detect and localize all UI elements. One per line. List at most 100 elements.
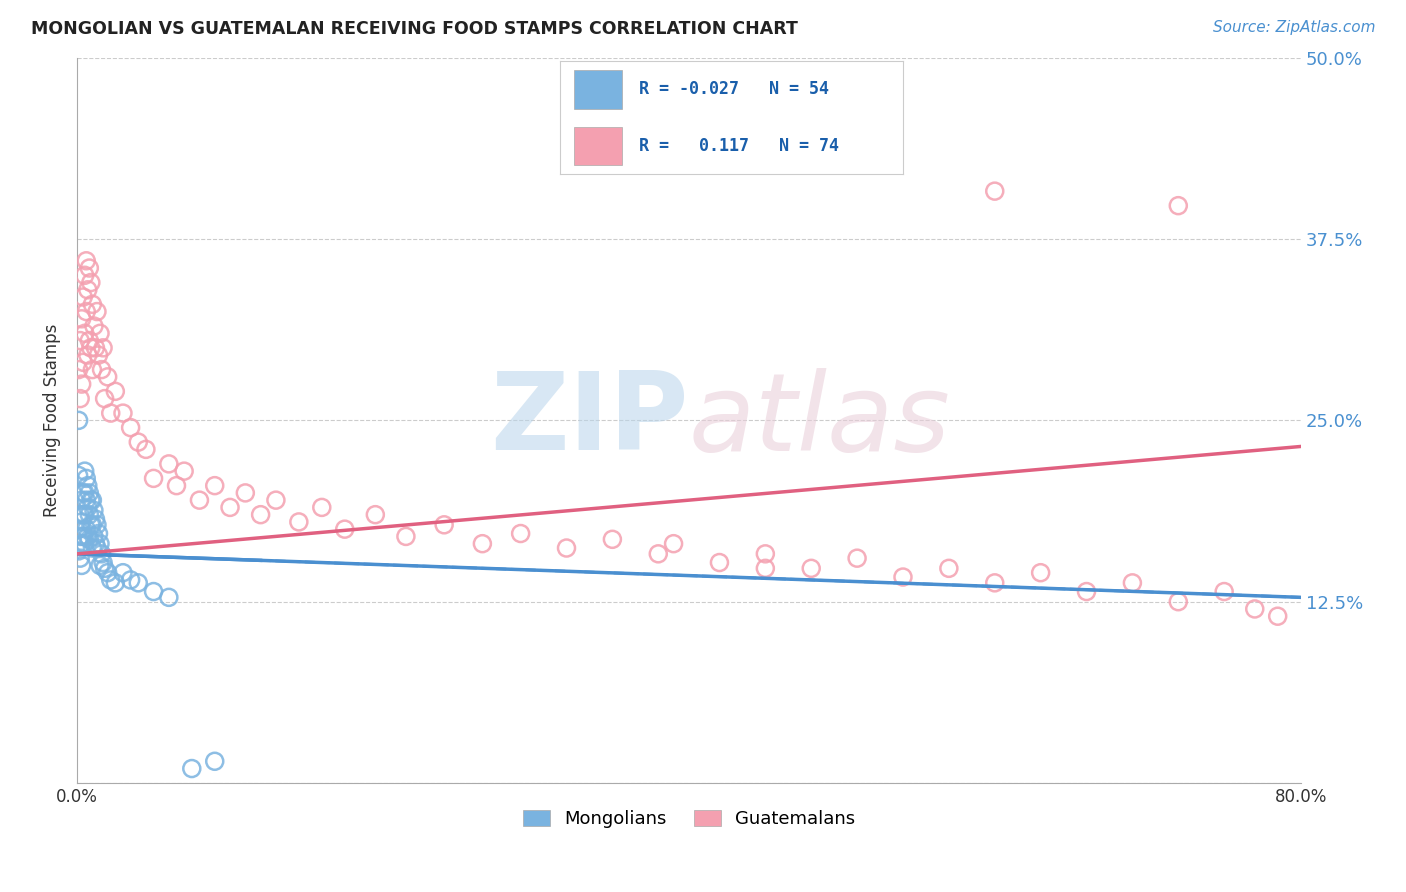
Point: [938, 561, 960, 575]
Point: [79, 533, 101, 547]
Point: [70, 377, 93, 392]
Point: [984, 184, 1007, 198]
Point: [91, 556, 114, 570]
Point: [157, 591, 180, 605]
Point: [395, 529, 418, 543]
Point: [1167, 199, 1189, 213]
Point: [70, 311, 93, 326]
Point: [89, 558, 111, 573]
Point: [72, 508, 94, 522]
Point: [264, 493, 287, 508]
Point: [82, 517, 104, 532]
Point: [142, 584, 165, 599]
Point: [127, 575, 149, 590]
Point: [1121, 575, 1143, 590]
Point: [364, 508, 387, 522]
Point: [333, 522, 356, 536]
Point: [76, 529, 98, 543]
Point: [75, 471, 97, 485]
Point: [67, 468, 90, 483]
Point: [75, 493, 97, 508]
Point: [73, 268, 96, 283]
Point: [73, 326, 96, 341]
Point: [1076, 584, 1098, 599]
Point: [891, 570, 914, 584]
Point: [89, 326, 111, 341]
Point: [76, 500, 98, 515]
Point: [800, 561, 823, 575]
Point: [83, 503, 105, 517]
Legend: Mongolians, Guatemalans: Mongolians, Guatemalans: [516, 803, 862, 836]
Point: [82, 541, 104, 555]
Point: [69, 551, 91, 566]
Point: [69, 334, 91, 348]
Point: [73, 537, 96, 551]
Point: [846, 551, 869, 566]
Point: [233, 486, 256, 500]
Point: [89, 537, 111, 551]
Point: [79, 260, 101, 275]
Point: [75, 253, 97, 268]
Point: [80, 276, 103, 290]
Point: [76, 348, 98, 362]
Point: [509, 526, 531, 541]
Point: [433, 517, 456, 532]
Point: [709, 556, 731, 570]
Point: [188, 493, 211, 508]
Point: [180, 762, 202, 776]
Point: [67, 522, 90, 536]
Point: [471, 537, 494, 551]
Point: [111, 566, 134, 580]
Point: [67, 413, 90, 427]
Point: [173, 464, 195, 478]
Point: [75, 304, 97, 318]
Point: [72, 529, 94, 543]
Point: [157, 457, 180, 471]
Point: [120, 420, 142, 434]
Point: [249, 508, 271, 522]
Point: [73, 464, 96, 478]
Point: [754, 547, 776, 561]
Point: [82, 362, 104, 376]
Point: [87, 348, 110, 362]
Point: [73, 508, 96, 522]
Point: [72, 486, 94, 500]
Point: [1243, 602, 1265, 616]
Point: [93, 392, 115, 406]
Point: [72, 290, 94, 304]
Point: [72, 355, 94, 369]
Point: [754, 561, 776, 575]
Point: [86, 304, 108, 318]
Point: [79, 334, 101, 348]
Point: [984, 575, 1007, 590]
Point: [73, 486, 96, 500]
Point: [76, 283, 98, 297]
Point: [90, 362, 112, 376]
Point: [75, 522, 97, 536]
Point: [84, 512, 107, 526]
Point: [84, 537, 107, 551]
Point: [204, 754, 226, 768]
Point: [602, 533, 624, 547]
Point: [288, 515, 311, 529]
Point: [97, 369, 120, 384]
Point: [104, 575, 127, 590]
Point: [79, 486, 101, 500]
Point: [80, 517, 103, 532]
Point: [70, 558, 93, 573]
Point: [69, 529, 91, 543]
Point: [97, 566, 120, 580]
Text: MONGOLIAN VS GUATEMALAN RECEIVING FOOD STAMPS CORRELATION CHART: MONGOLIAN VS GUATEMALAN RECEIVING FOOD S…: [31, 20, 797, 37]
Point: [127, 435, 149, 450]
Text: atlas: atlas: [689, 368, 950, 473]
Point: [647, 547, 669, 561]
Point: [70, 515, 93, 529]
Point: [120, 573, 142, 587]
Point: [70, 493, 93, 508]
Point: [311, 500, 333, 515]
Point: [647, 109, 669, 123]
Point: [1213, 584, 1236, 599]
Point: [166, 478, 188, 492]
Point: [69, 508, 91, 522]
Point: [135, 442, 157, 457]
